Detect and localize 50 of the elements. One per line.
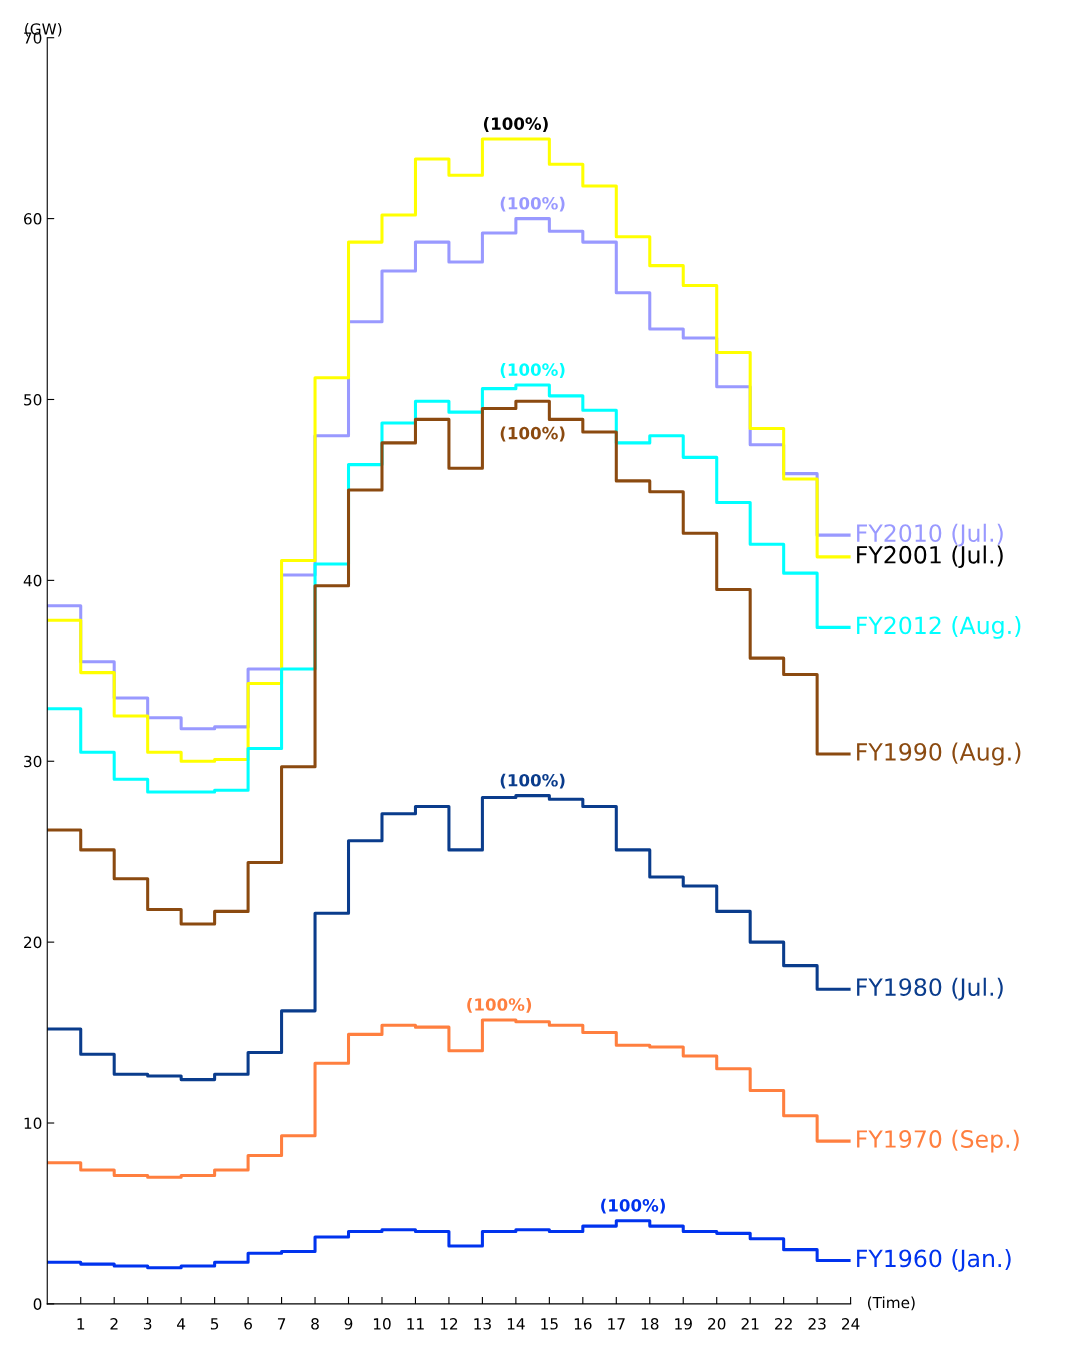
line-series [47,399,851,926]
line-series [47,1219,851,1270]
x-tick-label: 3 [143,1318,152,1330]
series-label: FY2001 (Jul.) [857,545,1003,569]
x-tick-label: 10 [373,1318,391,1330]
series-label: FY2012 (Aug.) [857,615,1021,639]
x-tick-label: 11 [407,1318,424,1330]
x-tick-label: 24 [842,1318,860,1330]
annotation: (100%) [467,997,532,1013]
line-series [47,794,851,1082]
x-tick-label: 6 [244,1318,252,1330]
y-tick-label: 20 [24,936,42,949]
x-tick-label: 7 [277,1318,286,1330]
series-label: FY1970 (Sep.) [857,1129,1019,1153]
line-series [47,137,851,763]
x-tick-label: 14 [507,1318,525,1330]
y-tick-label: 40 [23,574,42,587]
x-tick-label: 13 [474,1318,491,1330]
annotation: (100%) [483,117,548,132]
x-axis-title: (Time) [867,1296,915,1311]
y-tick-label: 10 [24,1117,42,1130]
y-tick-label: 50 [24,393,42,406]
x-tick-label: 23 [808,1318,826,1330]
x-tick-label: 2 [110,1318,118,1330]
x-tick-label: 21 [741,1318,759,1330]
annotation: (100%) [500,196,565,212]
series-label: FY1990 (Aug.) [857,742,1021,766]
x-tick-label: 1 [77,1318,85,1330]
series-label: FY1960 (Jan.) [857,1249,1011,1272]
x-tick-label: 9 [344,1318,353,1330]
annotation: (100%) [500,773,565,789]
x-tick-label: 16 [574,1318,592,1330]
x-tick-label: 22 [775,1318,792,1330]
x-tick-label: 18 [641,1318,659,1330]
x-tick-label: 19 [675,1318,692,1330]
x-tick-label: 4 [177,1318,186,1330]
annotation: (100%) [601,1198,665,1214]
y-tick-label: 60 [24,213,42,225]
x-tick-label: 15 [541,1318,558,1330]
y-tick-label: 30 [24,755,42,768]
annotation: (100%) [500,363,565,378]
annotation: (100%) [500,426,565,442]
x-tick-label: 8 [311,1318,319,1330]
x-tick-label: 20 [708,1318,726,1330]
x-tick-label: 12 [440,1318,458,1330]
series-label: FY1980 (Jul.) [857,977,1003,1001]
line-series [47,1018,851,1179]
x-tick-label: 17 [608,1318,625,1330]
x-tick-label: 5 [210,1318,219,1330]
y-tick-label: 0 [33,1298,42,1310]
